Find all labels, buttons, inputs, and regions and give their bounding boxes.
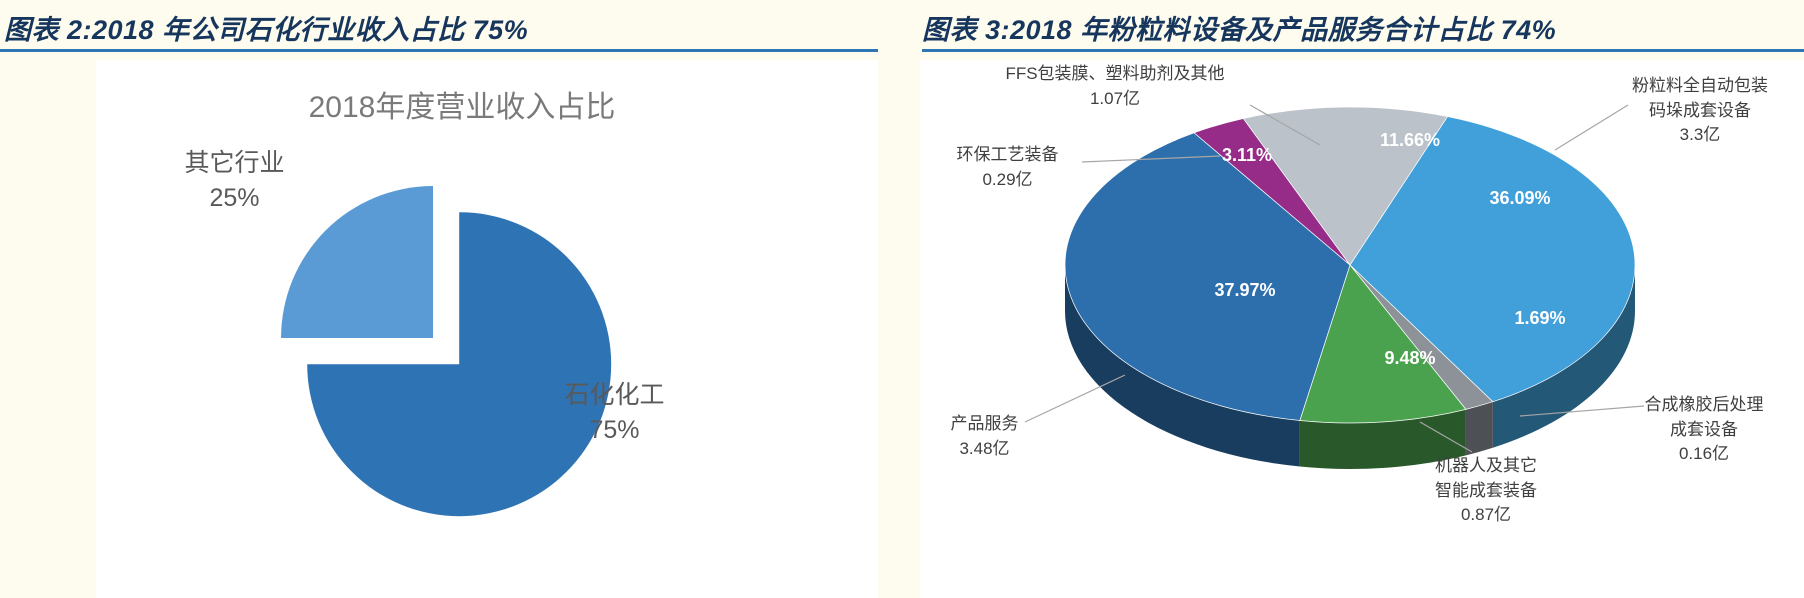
- pie-percent-label: 9.48%: [1384, 348, 1435, 368]
- pie-label-other-industry: 其它行业 25%: [152, 146, 317, 216]
- pie-slice-wall: [1465, 401, 1493, 456]
- pie-label-petrochemical: 石化化工 75%: [532, 378, 697, 448]
- pie-label-percent: 25%: [209, 184, 260, 212]
- pie-label-product-service: 产品服务 3.48亿: [932, 412, 1037, 461]
- pie-percent-label: 1.69%: [1514, 308, 1565, 328]
- pie-slice-wall: [1065, 265, 1300, 467]
- leader-line: [1024, 374, 1126, 423]
- right-chart-panel: 36.09% 1.69% 9.48% 37.97% 3.11% 11.66% FFS包装膜…: [920, 60, 1804, 598]
- leader-line: [1081, 155, 1221, 163]
- pie-slice: [281, 186, 434, 339]
- leader-line: [1249, 104, 1321, 146]
- pie-slice-wall: [1492, 265, 1635, 448]
- pie-slice: [1299, 264, 1467, 424]
- pie-label-text: 环保工艺装备: [956, 145, 1059, 164]
- pie-label-powder-equipment: 粉粒料全自动包装码垛成套设备 3.3亿: [1632, 74, 1768, 148]
- left-header-rule: [0, 49, 878, 52]
- pie-label-value: 3.48亿: [959, 438, 1010, 458]
- right-header-rule: [922, 49, 1804, 52]
- pie-label-value: 0.29亿: [982, 169, 1033, 189]
- right-chart-header: 图表 3:2018 年粉粒料设备及产品服务合计占比 74%: [922, 15, 1557, 45]
- pie-label-text: 产品服务: [950, 414, 1019, 433]
- pie-label-value: 1.07亿: [1089, 88, 1141, 108]
- pie-slice: [1349, 116, 1636, 403]
- pie-percent-label: 3.11%: [1222, 145, 1272, 165]
- pie-percent-label: 36.09%: [1489, 188, 1550, 208]
- pie-percent-label: 11.66%: [1380, 130, 1440, 150]
- leader-line: [1519, 405, 1645, 417]
- leader-line: [1554, 104, 1629, 151]
- left-pie-chart: [281, 186, 612, 517]
- pie-label-ffs-film: FFS包装膜、塑料助剂及其他 1.07亿: [960, 62, 1270, 111]
- leader-line: [1419, 421, 1473, 453]
- pie-percent-label: 37.97%: [1214, 280, 1275, 300]
- pie-label-value: 0.16亿: [1678, 444, 1730, 464]
- pie-slice: [1242, 106, 1449, 266]
- pie-slice: [307, 212, 612, 517]
- pie-label-text: 石化化工: [564, 381, 665, 409]
- left-chart-header: 图表 2:2018 年公司石化行业收入占比 75%: [4, 15, 529, 45]
- pie-label-robot-equipment: 机器人及其它智能成套装备 0.87亿: [1430, 454, 1542, 528]
- left-chart-title: 2018年度营业收入占比: [308, 91, 616, 124]
- pie-label-text: FFS包装膜、塑料助剂及其他: [1005, 64, 1225, 83]
- pie-label-environmental: 环保工艺装备 0.29亿: [935, 143, 1080, 192]
- pie-label-text: 机器人及其它智能成套装备: [1435, 456, 1537, 500]
- pie-label-value: 3.3亿: [1679, 125, 1721, 145]
- pie-label-text: 其它行业: [184, 149, 285, 177]
- pie-label-percent: 75%: [589, 416, 640, 444]
- pie-label-rubber-equipment: 合成橡胶后处理成套设备 0.16亿: [1640, 393, 1768, 467]
- pie-label-text: 粉粒料全自动包装码垛成套设备: [1632, 76, 1768, 120]
- right-pie-chart: 36.09% 1.69% 9.48% 37.97% 3.11% 11.66%: [1024, 104, 1645, 469]
- pie-label-value: 0.87亿: [1460, 505, 1512, 525]
- pie-label-text: 合成橡胶后处理成套设备: [1644, 395, 1764, 439]
- left-chart-panel: 2018年度营业收入占比 其它行业 25% 石化化工 75%: [96, 60, 878, 598]
